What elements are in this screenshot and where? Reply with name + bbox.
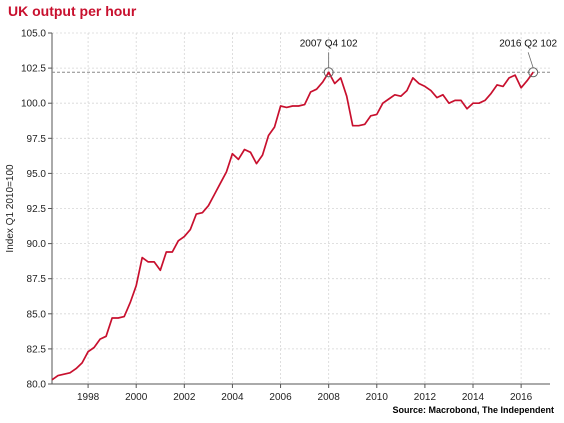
x-tick-label: 2002	[173, 392, 196, 403]
y-tick-label: 105.0	[21, 29, 46, 40]
series-line	[51, 71, 534, 381]
y-tick-label: 92.5	[27, 204, 47, 215]
y-tick-labels: 80.0 82.5 85.0 87.5 90.0 92.5 95.0 97.5 100.0 102…	[21, 29, 46, 391]
x-tick-label: 2000	[125, 392, 148, 403]
x-tick-label: 2016	[510, 392, 533, 403]
y-tick-label: 90.0	[27, 239, 47, 250]
y-tick-label: 82.5	[27, 344, 47, 355]
y-tick-label: 100.0	[21, 99, 46, 110]
source-note: Source: Macrobond, The Independent	[392, 405, 554, 415]
axes	[48, 32, 550, 388]
y-tick-label: 85.0	[27, 309, 47, 320]
y-tick-label: 102.5	[21, 64, 46, 75]
y-tick-label: 87.5	[27, 274, 47, 285]
x-tick-label: 2008	[318, 392, 341, 403]
y-tick-label: 80.0	[27, 380, 47, 391]
annotation-leader	[527, 52, 534, 68]
y-tick-label: 95.0	[27, 169, 47, 180]
chart-title: UK output per hour	[8, 3, 137, 19]
annotation-label: 2016 Q2 102	[499, 38, 557, 49]
x-tick-label: 2012	[414, 392, 437, 403]
x-tick-labels: 1998 2000 2002 2004 2006 2008 2010 2012 2014 2016	[77, 392, 533, 403]
x-tick-label: 2004	[221, 392, 244, 403]
x-tick-label: 2006	[269, 392, 292, 403]
x-tick-label: 1998	[77, 392, 100, 403]
annotations-group: 2007 Q4 102 2016 Q2 102	[300, 38, 558, 78]
annotation-label: 2007 Q4 102	[300, 38, 358, 49]
y-tick-label: 97.5	[27, 134, 47, 145]
x-tick-label: 2010	[366, 392, 389, 403]
vertical-gridlines	[87, 33, 522, 384]
series-group	[51, 71, 534, 381]
y-axis-label: Index Q1 2010=100	[5, 164, 16, 253]
x-tick-label: 2014	[462, 392, 485, 403]
horizontal-gridlines	[52, 32, 550, 385]
